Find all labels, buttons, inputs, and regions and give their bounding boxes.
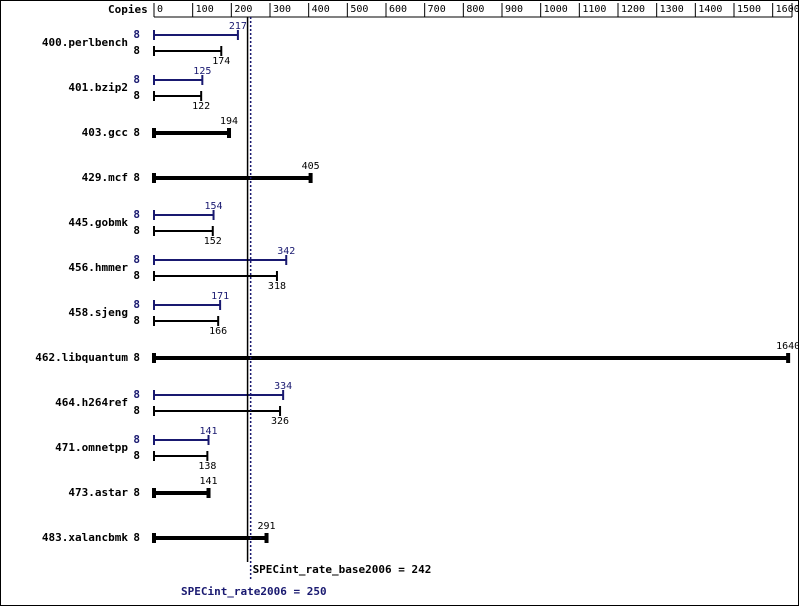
copies-label: 8 [133, 253, 140, 266]
x-tick-label: 400 [312, 4, 330, 15]
bar [153, 271, 278, 281]
reference-label: SPECint_rate2006 = 250 [181, 585, 327, 598]
copies-label: 8 [133, 224, 140, 237]
value-label: 152 [204, 236, 222, 247]
bar [153, 435, 210, 445]
value-label: 154 [205, 201, 223, 212]
value-label: 342 [277, 246, 295, 257]
copies-label: 8 [133, 351, 140, 364]
copies-label: 8 [133, 449, 140, 462]
bar [153, 30, 239, 40]
copies-label: 8 [133, 89, 140, 102]
value-label: 291 [257, 521, 275, 532]
x-tick-label: 300 [273, 4, 291, 15]
x-tick-label: 200 [234, 4, 252, 15]
bar [153, 300, 222, 310]
x-tick-label: 0 [157, 4, 163, 15]
bar [153, 316, 220, 326]
category-label: 445.gobmk [68, 216, 128, 229]
value-label: 334 [274, 381, 292, 392]
x-tick-label: 1500 [737, 4, 761, 15]
bar [153, 210, 215, 220]
x-tick-label: 1200 [621, 4, 645, 15]
value-label: 1640 [776, 341, 799, 352]
value-label: 326 [271, 416, 289, 427]
copies-label: 8 [133, 269, 140, 282]
value-label: 174 [212, 56, 230, 67]
category-label: 400.perlbench [42, 36, 128, 49]
x-tick-label: 100 [196, 4, 214, 15]
value-label: 138 [198, 461, 216, 472]
copies-label: 8 [133, 314, 140, 327]
reference-label: SPECint_rate_base2006 = 242 [253, 563, 432, 576]
copies-label: 8 [133, 531, 140, 544]
copies-header: Copies [108, 3, 148, 16]
value-label: 125 [193, 66, 211, 77]
copies-label: 8 [133, 486, 140, 499]
bar [153, 390, 285, 400]
x-tick-label: 700 [428, 4, 446, 15]
bar [153, 406, 282, 416]
category-label: 456.hmmer [68, 261, 128, 274]
copies-label: 8 [133, 208, 140, 221]
copies-label: 8 [133, 388, 140, 401]
category-label: 464.h264ref [55, 396, 128, 409]
copies-label: 8 [133, 44, 140, 57]
bar [153, 226, 214, 236]
bar [153, 255, 288, 265]
category-label: 462.libquantum [35, 351, 128, 364]
copies-label: 8 [133, 404, 140, 417]
value-label: 217 [229, 21, 247, 32]
value-label: 141 [199, 476, 217, 487]
value-label: 171 [211, 291, 229, 302]
x-tick-label: 600 [389, 4, 407, 15]
value-label: 122 [192, 101, 210, 112]
bar [152, 488, 211, 498]
value-label: 194 [220, 116, 238, 127]
x-tick-label: 900 [505, 4, 523, 15]
x-tick-label: 1000 [544, 4, 568, 15]
bar [152, 173, 313, 183]
category-label: 458.sjeng [68, 306, 128, 319]
x-tick-label: 800 [466, 4, 484, 15]
category-label: 473.astar [68, 486, 128, 499]
copies-label: 8 [133, 28, 140, 41]
category-label: 429.mcf [82, 171, 128, 184]
category-label: 401.bzip2 [68, 81, 128, 94]
copies-label: 8 [133, 126, 140, 139]
copies-label: 8 [133, 171, 140, 184]
value-label: 141 [199, 426, 217, 437]
x-tick-label: 500 [350, 4, 368, 15]
category-label: 403.gcc [82, 126, 128, 139]
copies-label: 8 [133, 433, 140, 446]
value-label: 405 [302, 161, 320, 172]
bar [153, 46, 223, 56]
bar [153, 91, 203, 101]
bar [152, 128, 232, 138]
bar [153, 451, 209, 461]
value-label: 166 [209, 326, 227, 337]
copies-label: 8 [133, 73, 140, 86]
x-tick-label: 1650 [795, 4, 799, 15]
value-label: 318 [268, 281, 286, 292]
x-tick-label: 1100 [582, 4, 606, 15]
bar [153, 75, 204, 85]
x-tick-label: 1600 [776, 4, 799, 15]
category-label: 483.xalancbmk [42, 531, 128, 544]
copies-label: 8 [133, 298, 140, 311]
category-label: 471.omnetpp [55, 441, 128, 454]
x-tick-label: 1400 [698, 4, 722, 15]
x-tick-label: 1300 [660, 4, 684, 15]
bar [152, 353, 791, 363]
